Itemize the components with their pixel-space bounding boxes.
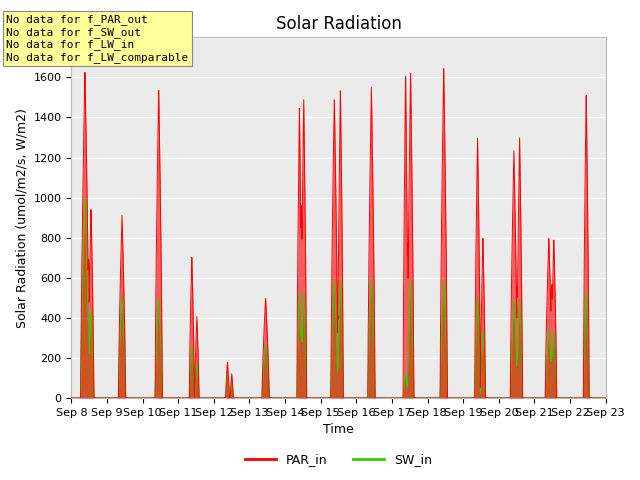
Legend: PAR_in, SW_in: PAR_in, SW_in — [240, 448, 437, 471]
Title: Solar Radiation: Solar Radiation — [276, 15, 401, 33]
Y-axis label: Solar Radiation (umol/m2/s, W/m2): Solar Radiation (umol/m2/s, W/m2) — [15, 108, 28, 327]
X-axis label: Time: Time — [323, 423, 354, 436]
Text: No data for f_PAR_out
No data for f_SW_out
No data for f_LW_in
No data for f_LW_: No data for f_PAR_out No data for f_SW_o… — [6, 14, 189, 63]
